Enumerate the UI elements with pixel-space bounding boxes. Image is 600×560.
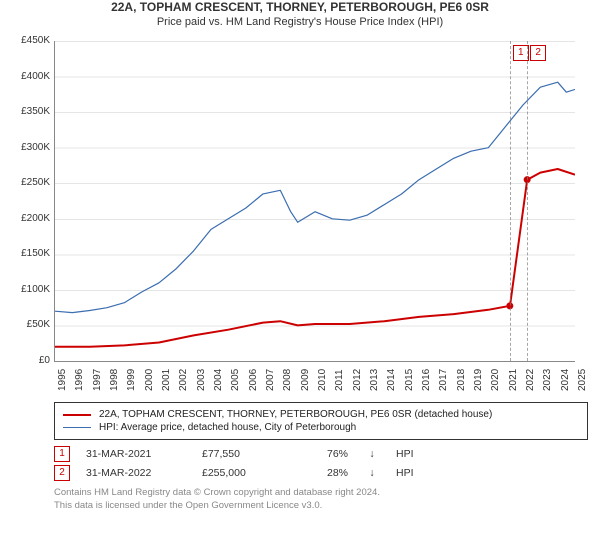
y-tick-label: £250K [12, 177, 50, 188]
tx-suffix: HPI [396, 448, 426, 460]
x-tick-label: 2012 [352, 369, 363, 391]
x-tick-label: 1999 [126, 369, 137, 391]
x-tick-label: 1996 [74, 369, 85, 391]
y-tick-label: £200K [12, 213, 50, 224]
x-tick-label: 2024 [560, 369, 571, 391]
legend-swatch-red [63, 414, 91, 416]
x-tick-label: 2005 [230, 369, 241, 391]
x-tick-label: 2025 [577, 369, 588, 391]
y-tick-label: £0 [12, 355, 50, 366]
chart-title: 22A, TOPHAM CRESCENT, THORNEY, PETERBORO… [0, 0, 600, 14]
y-tick-label: £150K [12, 248, 50, 259]
y-tick-label: £100K [12, 284, 50, 295]
x-tick-label: 2023 [542, 369, 553, 391]
footer: Contains HM Land Registry data © Crown c… [54, 487, 588, 513]
legend-swatch-blue [63, 427, 91, 428]
x-tick-label: 2000 [144, 369, 155, 391]
transaction-row: 2 31-MAR-2022 £255,000 28% ↓ HPI [54, 465, 588, 481]
chart-svg [55, 41, 575, 361]
down-arrow-icon: ↓ [364, 467, 380, 479]
x-tick-label: 2008 [282, 369, 293, 391]
tx-suffix: HPI [396, 467, 426, 479]
x-tick-label: 2017 [438, 369, 449, 391]
legend-row-2: HPI: Average price, detached house, City… [63, 422, 579, 433]
x-tick-label: 2021 [508, 369, 519, 391]
y-tick-label: £300K [12, 142, 50, 153]
x-tick-label: 2019 [473, 369, 484, 391]
x-tick-label: 2004 [213, 369, 224, 391]
x-tick-label: 1995 [57, 369, 68, 391]
plot-wrap: 12 £0 £50K £100K £150K £200K £250K £300K £350K £… [12, 36, 588, 396]
tx-date: 31-MAR-2021 [86, 448, 186, 460]
marker-box-plot: 2 [530, 45, 546, 61]
marker-box-2: 2 [54, 465, 70, 481]
x-tick-label: 2018 [456, 369, 467, 391]
x-tick-label: 2014 [386, 369, 397, 391]
marker-line [527, 41, 528, 361]
x-tick-label: 2011 [334, 369, 345, 391]
footer-line-2: This data is licensed under the Open Gov… [54, 500, 588, 513]
x-tick-label: 2007 [265, 369, 276, 391]
marker-line [510, 41, 511, 361]
x-tick-label: 1997 [92, 369, 103, 391]
x-tick-label: 2002 [178, 369, 189, 391]
plot-area: 12 [54, 41, 575, 362]
tx-price: £255,000 [202, 467, 282, 479]
x-tick-label: 2001 [161, 369, 172, 391]
tx-price: £77,550 [202, 448, 282, 460]
legend-row-1: 22A, TOPHAM CRESCENT, THORNEY, PETERBORO… [63, 409, 579, 420]
footer-line-1: Contains HM Land Registry data © Crown c… [54, 487, 588, 500]
x-tick-label: 2016 [421, 369, 432, 391]
y-tick-label: £400K [12, 71, 50, 82]
y-tick-label: £350K [12, 106, 50, 117]
x-tick-label: 1998 [109, 369, 120, 391]
chart-container: 22A, TOPHAM CRESCENT, THORNEY, PETERBORO… [0, 0, 600, 560]
legend: 22A, TOPHAM CRESCENT, THORNEY, PETERBORO… [54, 402, 588, 440]
x-tick-label: 2013 [369, 369, 380, 391]
x-tick-label: 2010 [317, 369, 328, 391]
x-tick-label: 2006 [248, 369, 259, 391]
x-tick-label: 2022 [525, 369, 536, 391]
chart-subtitle: Price paid vs. HM Land Registry's House … [0, 16, 600, 28]
tx-pct: 28% [298, 467, 348, 479]
legend-label-1: 22A, TOPHAM CRESCENT, THORNEY, PETERBORO… [99, 409, 492, 420]
x-tick-label: 2020 [490, 369, 501, 391]
tx-date: 31-MAR-2022 [86, 467, 186, 479]
transaction-rows: 1 31-MAR-2021 £77,550 76% ↓ HPI 2 31-MAR… [54, 446, 588, 481]
y-tick-label: £450K [12, 35, 50, 46]
x-tick-label: 2015 [404, 369, 415, 391]
marker-box-1: 1 [54, 446, 70, 462]
y-tick-label: £50K [12, 319, 50, 330]
transaction-row: 1 31-MAR-2021 £77,550 76% ↓ HPI [54, 446, 588, 462]
down-arrow-icon: ↓ [364, 448, 380, 460]
tx-pct: 76% [298, 448, 348, 460]
x-tick-label: 2003 [196, 369, 207, 391]
legend-label-2: HPI: Average price, detached house, City… [99, 422, 356, 433]
x-tick-label: 2009 [300, 369, 311, 391]
